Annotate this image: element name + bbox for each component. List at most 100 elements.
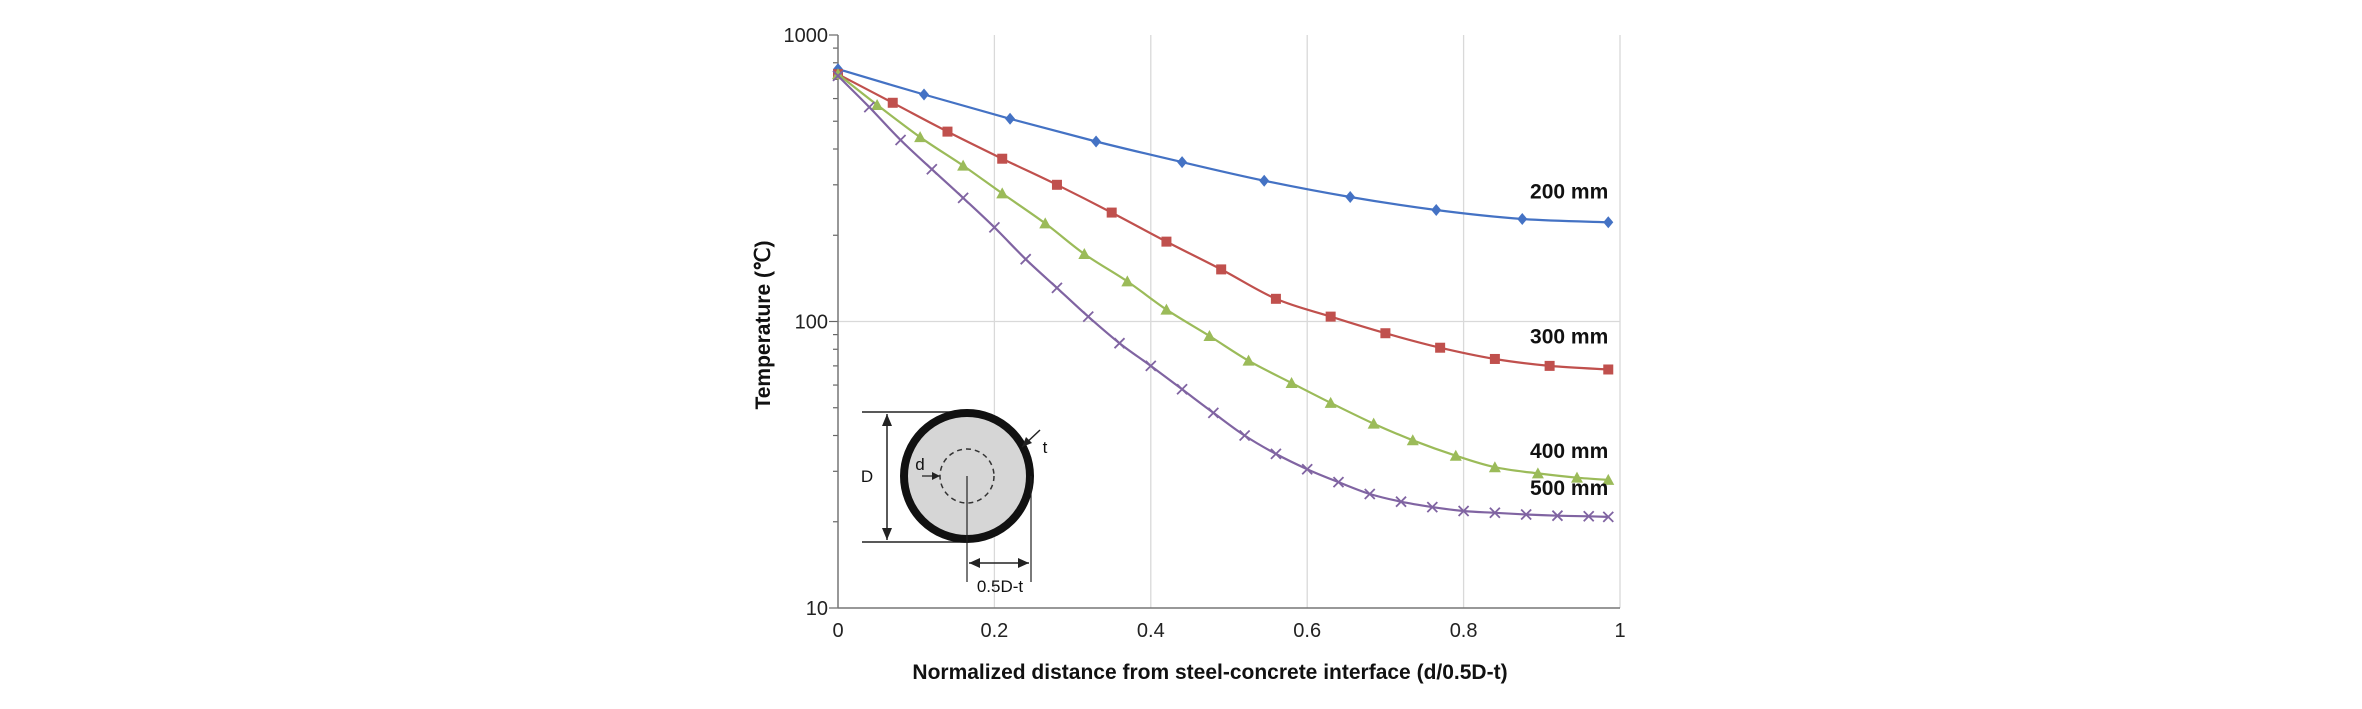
arrow-head xyxy=(969,558,980,568)
data-point xyxy=(1091,135,1102,148)
data-point xyxy=(1020,253,1032,265)
data-point xyxy=(1161,236,1172,247)
y-tick-label: 100 xyxy=(795,312,828,334)
data-point xyxy=(1216,264,1227,275)
data-point xyxy=(1602,473,1615,485)
data-point xyxy=(1517,212,1528,225)
data-point xyxy=(1406,434,1419,446)
data-point xyxy=(1570,471,1583,483)
data-point xyxy=(988,221,1001,234)
arrow-head xyxy=(882,414,892,426)
x-tick-label: 0.8 xyxy=(1450,620,1478,642)
data-point xyxy=(832,70,844,82)
data-point xyxy=(1145,360,1157,372)
data-point xyxy=(1544,360,1555,371)
data-point xyxy=(1489,507,1501,519)
data-point xyxy=(1488,461,1501,473)
series-400-mm xyxy=(832,68,1615,485)
data-point xyxy=(1426,501,1438,513)
data-point xyxy=(1551,510,1564,522)
data-point xyxy=(894,134,907,146)
diagram-label-half-width: 0.5D-t xyxy=(977,577,1024,596)
data-point xyxy=(957,192,969,204)
data-point xyxy=(1367,417,1380,429)
x-tick-label: 0 xyxy=(832,620,843,642)
data-point xyxy=(957,159,970,171)
y-tick-label: 1000 xyxy=(784,25,829,47)
data-point xyxy=(1395,496,1407,508)
data-point xyxy=(863,101,875,113)
data-point xyxy=(1005,112,1016,125)
series-200-mm xyxy=(833,63,1614,229)
series-label: 300 mm xyxy=(1530,325,1608,348)
series-500-mm xyxy=(832,70,1614,523)
x-axis-title: Normalized distance from steel-concrete … xyxy=(912,661,1507,684)
data-point xyxy=(1345,190,1356,203)
data-point xyxy=(1301,463,1313,475)
data-point xyxy=(1431,204,1442,217)
data-point xyxy=(1364,488,1376,500)
series-lines xyxy=(832,63,1615,523)
x-tick-label: 1 xyxy=(1614,620,1625,642)
data-point xyxy=(1531,467,1544,479)
data-point xyxy=(1051,282,1063,294)
x-tick-label: 0.2 xyxy=(980,620,1008,642)
diagram-label-t: t xyxy=(1043,438,1048,457)
cross-section-diagram: D d t 0.5D-t xyxy=(861,409,1048,596)
y-axis-title: Temperature (℃) xyxy=(752,240,775,409)
data-point xyxy=(1520,508,1532,521)
data-point xyxy=(1121,275,1134,287)
series-300-mm xyxy=(833,69,1614,375)
y-tick-label: 10 xyxy=(806,598,828,620)
data-point xyxy=(1583,510,1595,522)
data-point xyxy=(1207,407,1219,419)
series-labels: 200 mm 300 mm 400 mm 500 mm xyxy=(1530,180,1608,500)
data-point xyxy=(942,126,953,137)
series-label: 500 mm xyxy=(1530,477,1608,500)
data-point xyxy=(1160,303,1173,315)
data-point xyxy=(1242,354,1255,366)
series-label: 200 mm xyxy=(1530,180,1608,203)
data-point xyxy=(1332,476,1345,488)
data-point xyxy=(1270,448,1282,460)
data-point xyxy=(1489,353,1500,364)
arrow-head xyxy=(1018,558,1029,568)
series-line xyxy=(837,68,1609,224)
data-point xyxy=(871,98,884,110)
data-point xyxy=(1270,293,1281,304)
data-point xyxy=(1602,511,1614,523)
data-point xyxy=(1325,311,1336,322)
diagram-label-D: D xyxy=(861,467,873,486)
data-point xyxy=(919,88,930,101)
data-point xyxy=(1457,505,1470,517)
data-point xyxy=(1176,383,1188,395)
data-point xyxy=(1285,377,1298,389)
diagram-label-d: d xyxy=(915,455,924,474)
data-point xyxy=(996,187,1009,199)
data-point xyxy=(1106,207,1117,218)
data-point xyxy=(1177,156,1188,169)
data-point xyxy=(1082,310,1094,323)
arrow-head xyxy=(932,472,940,480)
data-point xyxy=(926,163,938,175)
data-point xyxy=(1603,216,1614,229)
data-point xyxy=(1435,342,1446,353)
data-point xyxy=(887,97,898,108)
data-point xyxy=(1259,174,1270,187)
data-point xyxy=(1449,449,1462,461)
data-point xyxy=(1113,337,1126,349)
arrow-head xyxy=(1022,437,1032,447)
data-point xyxy=(832,68,844,80)
tick-labels: 0 0.2 0.4 0.6 0.8 1 10 100 1000 xyxy=(784,25,1626,642)
data-point xyxy=(1603,364,1614,375)
data-point xyxy=(1239,429,1251,442)
data-point xyxy=(1078,248,1091,260)
data-point xyxy=(1039,217,1052,229)
x-tick-label: 0.6 xyxy=(1293,620,1321,642)
data-point xyxy=(914,131,927,143)
series-line xyxy=(837,73,1609,371)
series-label: 400 mm xyxy=(1530,440,1608,463)
axes xyxy=(829,34,1620,609)
data-point xyxy=(1380,328,1391,339)
